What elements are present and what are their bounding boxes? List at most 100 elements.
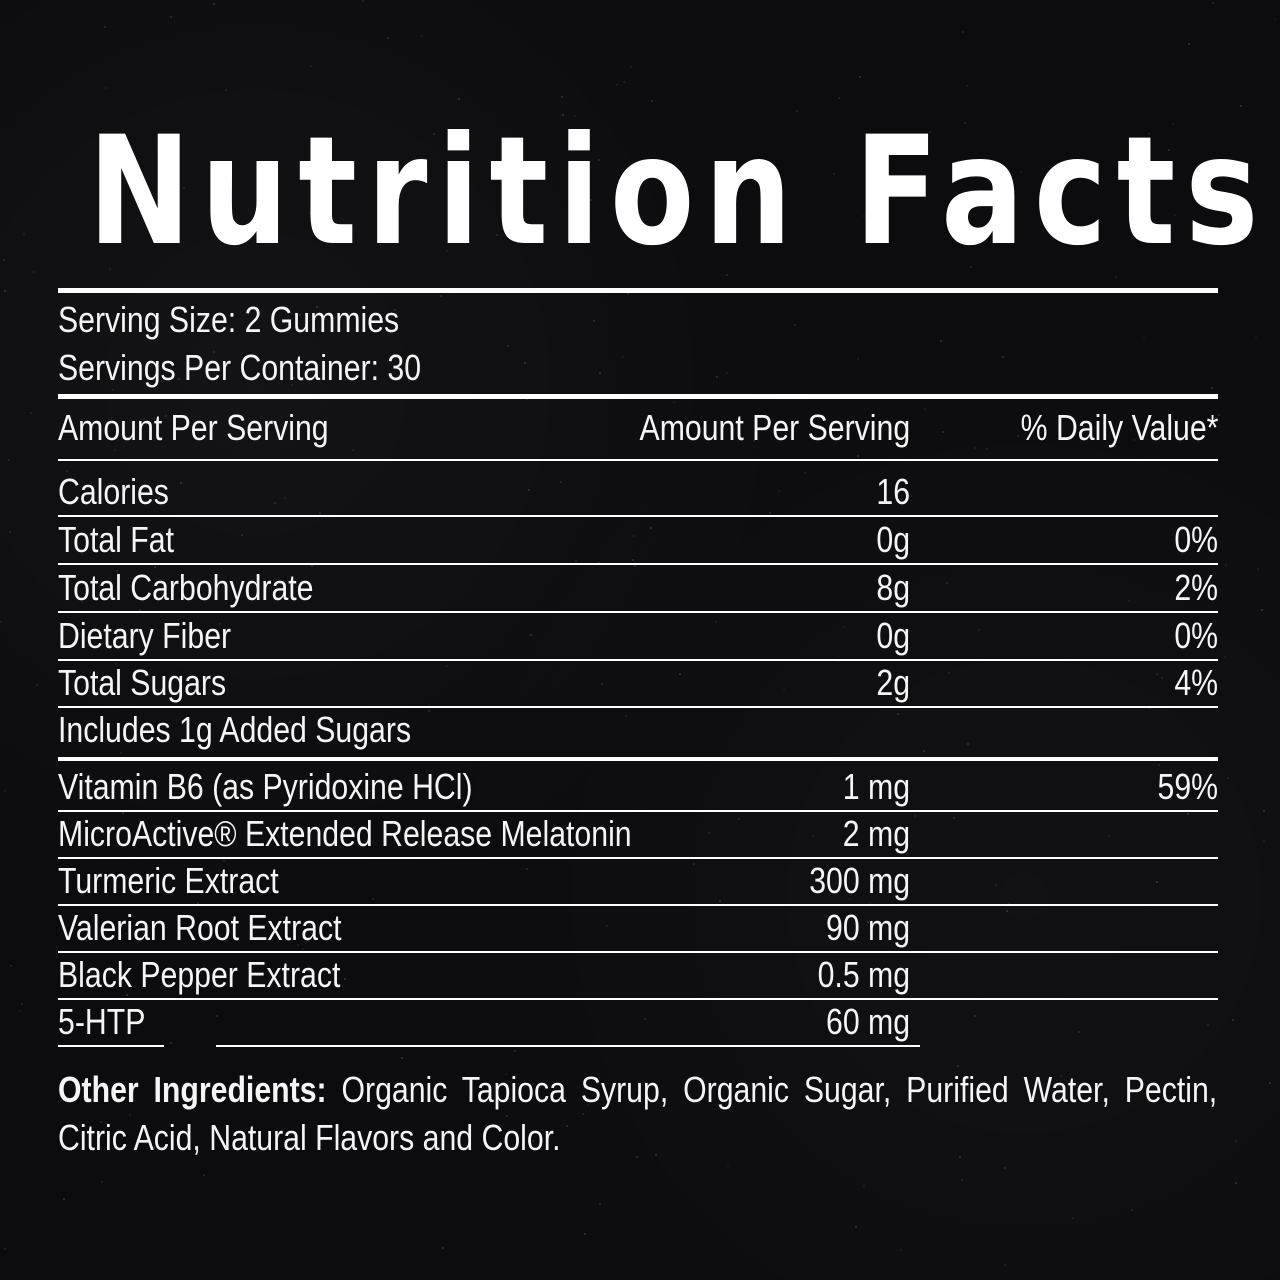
background-speck: [1131, 1209, 1133, 1211]
row-divider-right: [216, 1045, 920, 1047]
other-ingredients-text: Organic Tapioca Syrup, Organic Sugar, Pu…: [58, 1069, 1218, 1158]
header-amount-column: Amount Per Serving: [639, 407, 910, 448]
background-speck: [372, 898, 374, 900]
background-speck: [599, 1203, 601, 1205]
nutrient-name: 5-HTP: [58, 1001, 146, 1042]
background-speck: [180, 482, 182, 484]
background-speck: [1143, 337, 1145, 339]
background-speck: [1168, 149, 1170, 151]
background-speck: [575, 560, 577, 562]
other-ingredients-label: Other Ingredients:: [58, 1069, 327, 1110]
background-speck: [560, 481, 562, 483]
background-speck: [1211, 387, 1213, 389]
background-speck: [625, 715, 627, 717]
background-speck: [170, 16, 172, 18]
background-speck: [1059, 215, 1061, 217]
row-divider: [58, 951, 1218, 953]
background-speck: [715, 621, 717, 623]
background-speck: [584, 1233, 586, 1235]
background-speck: [112, 389, 114, 391]
row-divider: [58, 706, 1218, 708]
background-speck: [115, 663, 117, 665]
servings-per-container: Servings Per Container: 30: [58, 347, 422, 388]
background-speck: [433, 133, 435, 135]
divider-top: [58, 288, 1218, 293]
background-speck: [942, 431, 944, 433]
background-speck: [849, 898, 851, 900]
background-speck: [4, 1248, 6, 1250]
background-speck: [318, 189, 320, 191]
background-speck: [897, 713, 899, 715]
background-speck: [1225, 564, 1227, 566]
background-speck: [284, 497, 286, 499]
background-speck: [30, 412, 32, 414]
background-speck: [727, 1165, 729, 1167]
background-speck: [1161, 677, 1163, 679]
background-speck: [496, 234, 498, 236]
background-speck: [352, 449, 354, 451]
background-speck: [726, 372, 728, 374]
background-speck: [129, 1114, 131, 1116]
background-speck: [153, 1147, 155, 1149]
background-speck: [219, 623, 221, 625]
background-speck: [1156, 673, 1158, 675]
background-speck: [507, 345, 509, 347]
background-speck: [326, 785, 328, 787]
background-speck: [100, 1121, 102, 1123]
background-speck: [966, 85, 968, 87]
background-speck: [622, 356, 624, 358]
background-speck: [122, 812, 124, 814]
background-speck: [310, 65, 312, 67]
background-speck: [1188, 43, 1190, 45]
background-speck: [9, 531, 11, 533]
nutrient-amount: 300 mg: [809, 860, 910, 901]
background-speck: [923, 750, 925, 752]
background-speck: [10, 965, 12, 967]
background-speck: [1148, 133, 1150, 135]
background-speck: [962, 31, 964, 33]
background-speck: [316, 306, 318, 308]
background-speck: [183, 187, 185, 189]
background-speck: [299, 314, 301, 316]
background-speck: [636, 1156, 638, 1158]
background-speck: [154, 566, 156, 568]
background-speck: [794, 324, 796, 326]
background-speck: [882, 170, 884, 172]
background-speck: [778, 490, 780, 492]
background-speck: [599, 372, 601, 374]
background-speck: [974, 1015, 976, 1017]
background-speck: [528, 489, 530, 491]
serving-size: Serving Size: 2 Gummies: [58, 299, 400, 340]
table-row: MicroActive® Extended Release Melatonin 2…: [58, 812, 1218, 859]
background-speck: [1263, 840, 1265, 842]
background-speck: [900, 1249, 902, 1251]
background-speck: [178, 378, 180, 380]
background-speck: [401, 1057, 403, 1059]
background-speck: [1149, 707, 1151, 709]
background-speck: [63, 1198, 65, 1200]
background-speck: [23, 233, 25, 235]
background-speck: [213, 351, 215, 353]
nutrient-amount: 16: [876, 471, 910, 512]
background-speck: [753, 440, 755, 442]
background-speck: [241, 534, 243, 536]
background-speck: [632, 559, 634, 561]
table-row: Calories 16: [58, 470, 1218, 517]
background-speck: [66, 470, 68, 472]
background-speck: [0, 621, 2, 623]
header-daily-value-column: % Daily Value*: [1020, 407, 1218, 448]
background-speck: [440, 295, 442, 297]
background-speck: [1158, 764, 1160, 766]
background-speck: [1212, 2, 1214, 4]
nutrient-name: Total Sugars: [58, 662, 227, 703]
background-speck: [105, 87, 107, 89]
background-speck: [297, 944, 299, 946]
background-speck: [639, 807, 641, 809]
row-divider: [58, 904, 1218, 906]
background-speck: [804, 472, 806, 474]
background-speck: [716, 376, 718, 378]
background-speck: [109, 268, 111, 270]
background-speck: [174, 210, 176, 212]
background-speck: [1224, 656, 1226, 658]
table-row: Total Carbohydrate 8g 2%: [58, 566, 1218, 613]
